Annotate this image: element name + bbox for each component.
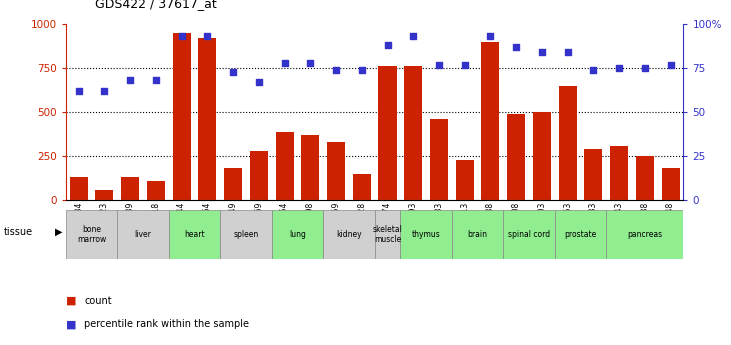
Text: heart: heart	[184, 230, 205, 239]
Bar	[323, 210, 374, 259]
Point	[150, 78, 162, 83]
Bar	[224, 168, 242, 200]
Bar	[584, 149, 602, 200]
Bar	[169, 210, 220, 259]
Text: ■: ■	[66, 296, 76, 306]
Point	[407, 34, 419, 39]
Text: GDS422 / 37617_at: GDS422 / 37617_at	[95, 0, 217, 10]
Point	[588, 67, 599, 73]
Text: thymus: thymus	[412, 230, 441, 239]
Text: spleen: spleen	[233, 230, 259, 239]
Point	[73, 88, 85, 94]
Text: liver: liver	[135, 230, 151, 239]
Point	[304, 60, 316, 66]
Point	[664, 62, 676, 67]
Point	[124, 78, 136, 83]
Bar	[198, 38, 216, 200]
Bar	[606, 210, 683, 259]
Point	[279, 60, 290, 66]
Text: prostate: prostate	[564, 230, 596, 239]
Bar	[662, 168, 680, 200]
Point	[485, 34, 496, 39]
Bar	[95, 189, 113, 200]
Bar	[482, 42, 499, 200]
Bar	[533, 112, 551, 200]
Text: spinal cord: spinal cord	[508, 230, 550, 239]
Text: percentile rank within the sample: percentile rank within the sample	[84, 319, 249, 329]
Bar	[353, 174, 371, 200]
Bar	[455, 160, 474, 200]
Point	[562, 50, 574, 55]
Text: bone
marrow: bone marrow	[77, 225, 106, 244]
Bar	[69, 177, 88, 200]
Bar	[250, 151, 268, 200]
Point	[175, 34, 187, 39]
Point	[510, 44, 522, 50]
Text: count: count	[84, 296, 112, 306]
Bar	[147, 181, 165, 200]
Bar	[327, 142, 345, 200]
Text: ▶: ▶	[55, 227, 62, 237]
Bar	[636, 156, 654, 200]
Bar	[507, 114, 525, 200]
Bar	[555, 210, 606, 259]
Bar	[301, 135, 319, 200]
Point	[356, 67, 368, 73]
Bar	[276, 132, 294, 200]
Bar	[66, 210, 117, 259]
Bar	[401, 210, 452, 259]
Bar	[272, 210, 323, 259]
Text: lung: lung	[289, 230, 306, 239]
Bar	[173, 33, 191, 200]
Bar	[504, 210, 555, 259]
Text: ■: ■	[66, 319, 76, 329]
Point	[459, 62, 471, 67]
Bar	[430, 119, 448, 200]
Bar	[374, 210, 401, 259]
Bar	[452, 210, 504, 259]
Point	[330, 67, 342, 73]
Bar	[558, 86, 577, 200]
Bar	[404, 66, 423, 200]
Point	[227, 69, 239, 75]
Text: skeletal
muscle: skeletal muscle	[373, 225, 403, 244]
Bar	[610, 146, 628, 200]
Point	[639, 66, 651, 71]
Bar	[379, 66, 396, 200]
Bar	[117, 210, 169, 259]
Text: tissue: tissue	[4, 227, 33, 237]
Text: kidney: kidney	[336, 230, 362, 239]
Point	[202, 34, 213, 39]
Point	[382, 42, 393, 48]
Point	[433, 62, 445, 67]
Point	[536, 50, 548, 55]
Bar	[121, 177, 139, 200]
Point	[99, 88, 110, 94]
Text: pancreas: pancreas	[627, 230, 662, 239]
Point	[253, 79, 265, 85]
Point	[613, 66, 625, 71]
Bar	[220, 210, 272, 259]
Text: brain: brain	[468, 230, 488, 239]
